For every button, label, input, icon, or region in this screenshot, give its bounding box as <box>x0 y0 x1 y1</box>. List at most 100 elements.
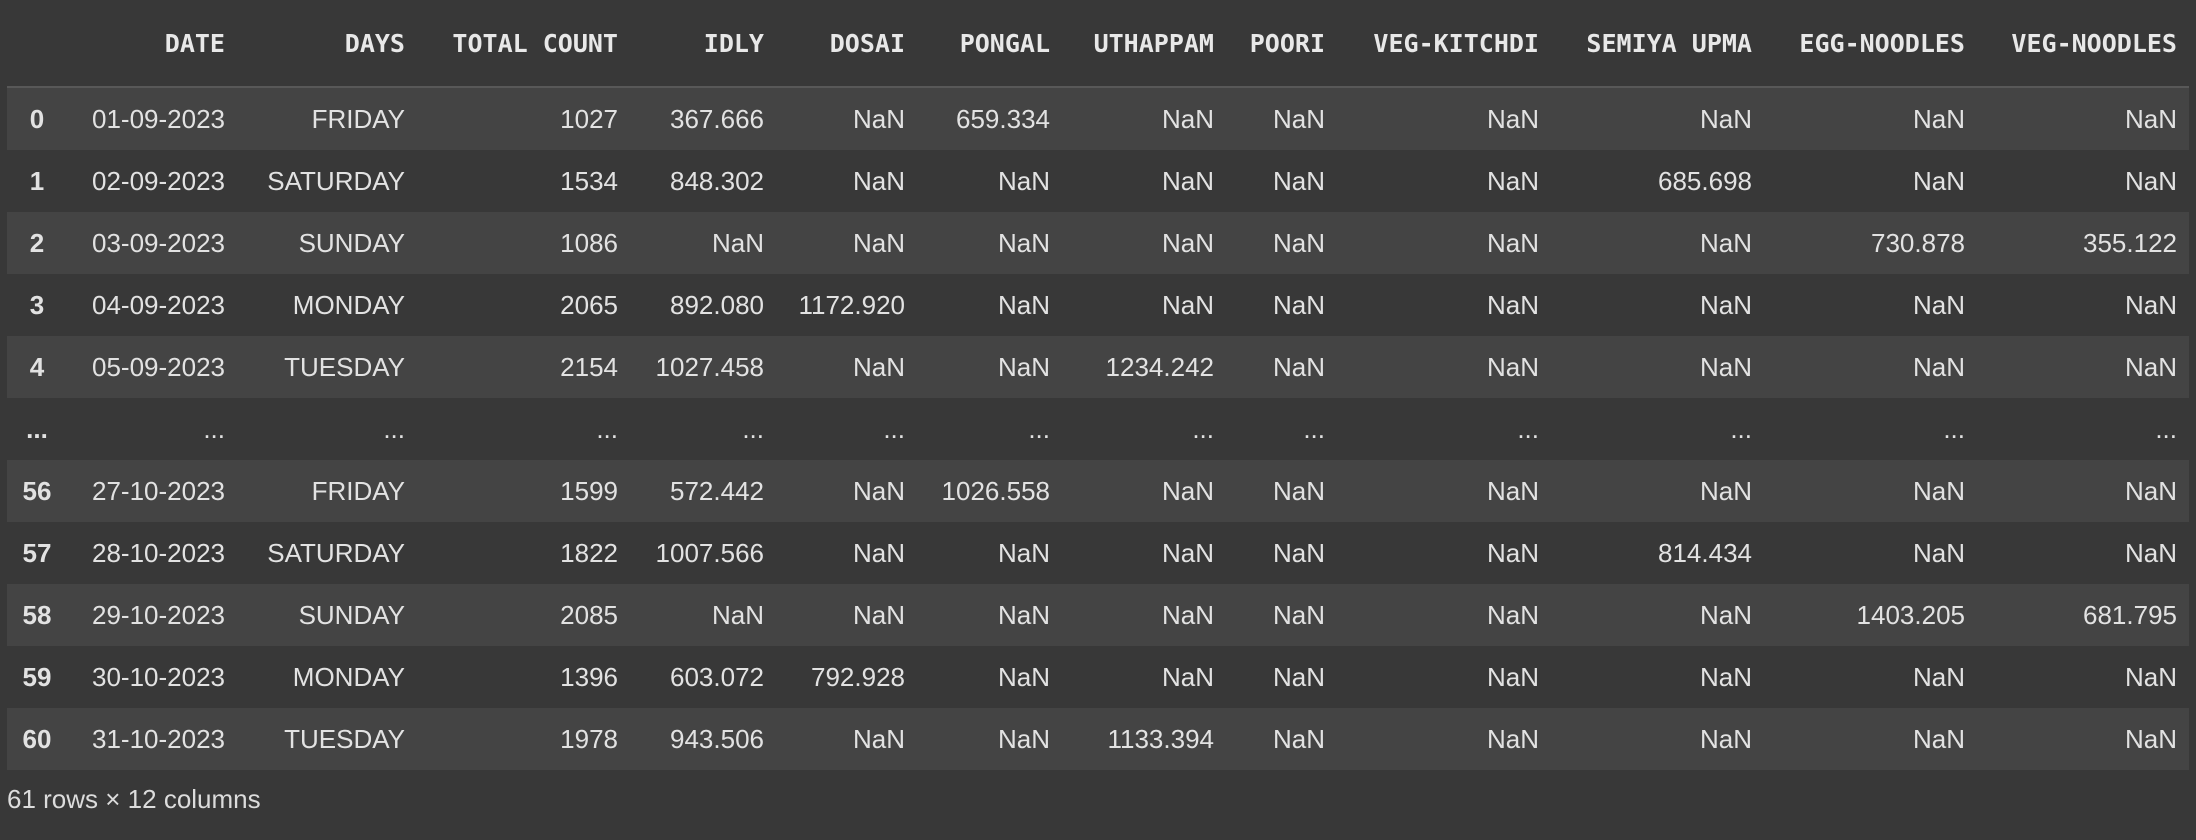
row-index: 4 <box>29 351 45 382</box>
table-cell: NaN <box>1161 537 1214 568</box>
table-cell: NaN <box>1161 599 1214 630</box>
table-cell: NaN <box>1912 723 1965 754</box>
table-cell: 1403.205 <box>1856 599 1965 630</box>
table-cell: 2065 <box>560 289 618 320</box>
table-cell: NaN <box>997 537 1050 568</box>
table-cell: 02-09-2023 <box>92 165 225 196</box>
table-row: 0 01-09-2023 FRIDAY 1027 367.666 NaN 659.334 Na… <box>7 87 2189 150</box>
table-cell: NaN <box>1912 351 1965 382</box>
table-cell: 1027.458 <box>655 351 764 382</box>
table-cell: NaN <box>1912 661 1965 692</box>
column-header: DATE <box>67 0 237 88</box>
table-cell: 28-10-2023 <box>92 537 225 568</box>
table-cell: 1172.920 <box>798 289 905 320</box>
table-cell: 792.928 <box>811 661 905 692</box>
column-header: UTHAPPAM <box>1062 0 1226 88</box>
row-index: 58 <box>22 599 52 630</box>
table-cell: NaN <box>997 165 1050 196</box>
table-cell: 814.434 <box>1658 537 1752 568</box>
table-cell: 1599 <box>560 475 618 506</box>
table-cell: MONDAY <box>292 661 405 692</box>
table-cell: 1234.242 <box>1105 351 1214 382</box>
table-cell: NaN <box>1161 661 1214 692</box>
row-index: 60 <box>22 723 52 754</box>
dataframe-table: DATE DAYS TOTAL COUNT IDLY DOSAI PONGAL UTHAPP… <box>7 0 2189 770</box>
table-cell: 1534 <box>560 165 618 196</box>
table-cell: NaN <box>1161 289 1214 320</box>
table-cell: 1007.566 <box>655 537 764 568</box>
column-header: POORI <box>1226 0 1337 88</box>
table-row: 59 30-10-2023 MONDAY 1396 603.072 792.928 NaN N… <box>7 646 2189 708</box>
table-cell: NaN <box>852 351 905 382</box>
table-cell: NaN <box>852 723 905 754</box>
column-header: DOSAI <box>776 0 917 88</box>
table-cell: 848.302 <box>670 165 764 196</box>
table-cell: FRIDAY <box>311 103 405 134</box>
table-cell: 572.442 <box>670 475 764 506</box>
table-cell: 04-09-2023 <box>92 289 225 320</box>
table-cell: SUNDAY <box>298 599 405 630</box>
header-row: DATE DAYS TOTAL COUNT IDLY DOSAI PONGAL UTHAPP… <box>7 0 2189 88</box>
table-cell: 2085 <box>560 599 618 630</box>
table-cell: NaN <box>1486 723 1539 754</box>
table-cell: 603.072 <box>670 661 764 692</box>
table-cell: 27-10-2023 <box>92 475 225 506</box>
table-cell: NaN <box>1912 475 1965 506</box>
table-cell: NaN <box>1912 537 1965 568</box>
row-index: ... <box>26 413 48 444</box>
shape-summary: 61 rows × 12 columns <box>7 784 261 814</box>
table-cell: 659.334 <box>956 103 1050 134</box>
column-header: DAYS <box>237 0 417 88</box>
table-cell: 681.795 <box>2083 599 2177 630</box>
table-cell: NaN <box>1272 723 1325 754</box>
table-cell: NaN <box>1272 165 1325 196</box>
table-cell: 1396 <box>560 661 618 692</box>
table-cell: NaN <box>1699 661 1752 692</box>
table-cell: 355.122 <box>2083 227 2177 258</box>
table-row: 60 31-10-2023 TUESDAY 1978 943.506 NaN NaN 1133… <box>7 708 2189 770</box>
table-cell: NaN <box>2124 537 2177 568</box>
table-cell: NaN <box>852 537 905 568</box>
table-cell: NaN <box>1272 351 1325 382</box>
table-cell: NaN <box>2124 723 2177 754</box>
table-cell: ... <box>1028 413 1050 444</box>
table-cell: NaN <box>1699 723 1752 754</box>
table-cell: MONDAY <box>292 289 405 320</box>
table-cell: NaN <box>1486 475 1539 506</box>
table-cell: 03-09-2023 <box>92 227 225 258</box>
row-index: 2 <box>29 227 45 258</box>
table-cell: NaN <box>1272 103 1325 134</box>
table-body: 0 01-09-2023 FRIDAY 1027 367.666 NaN 659.334 Na… <box>7 87 2189 770</box>
table-cell: TUESDAY <box>284 723 405 754</box>
column-header: IDLY <box>630 0 776 88</box>
table-row: 1 02-09-2023 SATURDAY 1534 848.302 NaN NaN NaN N… <box>7 150 2189 212</box>
row-index: 3 <box>29 289 45 320</box>
table-cell: NaN <box>852 475 905 506</box>
table-cell: NaN <box>1486 165 1539 196</box>
table-cell: SATURDAY <box>267 537 405 568</box>
table-cell: NaN <box>852 599 905 630</box>
row-index: 1 <box>29 165 45 196</box>
table-cell: ... <box>203 413 225 444</box>
table-cell: NaN <box>1161 165 1214 196</box>
table-cell: NaN <box>1699 599 1752 630</box>
table-cell: NaN <box>1486 289 1539 320</box>
table-cell: 1822 <box>560 537 618 568</box>
table-cell: SATURDAY <box>267 165 405 196</box>
table-cell: ... <box>1730 413 1752 444</box>
table-cell: NaN <box>2124 289 2177 320</box>
table-cell: 29-10-2023 <box>92 599 225 630</box>
table-cell: 30-10-2023 <box>92 661 225 692</box>
table-cell: ... <box>742 413 764 444</box>
table-cell: NaN <box>1486 351 1539 382</box>
table-cell: 1133.394 <box>1107 723 1214 754</box>
table-cell: 367.666 <box>670 103 764 134</box>
table-cell: 1978 <box>560 723 618 754</box>
table-cell: NaN <box>1486 227 1539 258</box>
table-cell: 05-09-2023 <box>92 351 225 382</box>
table-cell: NaN <box>2124 475 2177 506</box>
table-cell: NaN <box>1912 289 1965 320</box>
table-cell: SUNDAY <box>298 227 405 258</box>
table-cell: NaN <box>1272 599 1325 630</box>
table-cell: NaN <box>1912 103 1965 134</box>
